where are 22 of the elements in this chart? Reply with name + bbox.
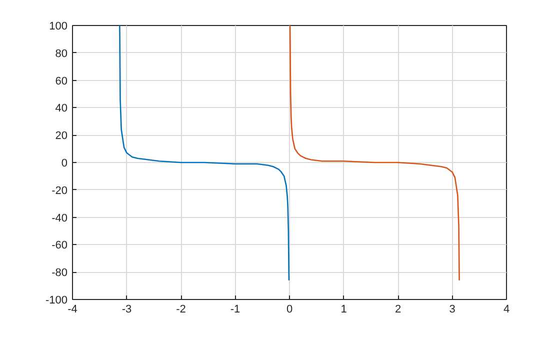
y-tick-label: -60: [52, 240, 68, 252]
x-tick-label: -2: [176, 304, 186, 316]
y-tick-label: -100: [45, 294, 68, 306]
x-tick-label: 2: [394, 304, 402, 316]
line-series: [289, 26, 460, 281]
y-tick-label: 40: [55, 102, 68, 115]
y-tick-label: 0: [61, 158, 68, 170]
y-tick-label: -80: [52, 267, 68, 280]
x-tick-label: -1: [230, 304, 240, 316]
y-tick-label: 20: [55, 130, 68, 142]
y-tick-label: 100: [49, 20, 68, 32]
x-tick-label: -3: [122, 304, 132, 316]
x-tick-label: 3: [449, 304, 456, 316]
x-tick-label: 4: [503, 304, 510, 316]
x-tick-label: 0: [286, 304, 293, 316]
x-tick-label: -4: [68, 304, 78, 316]
y-tick-label: -40: [52, 212, 68, 224]
y-tick-label: 60: [55, 75, 68, 88]
y-tick-label: 80: [55, 48, 68, 60]
y-tick-label: -20: [52, 184, 68, 197]
line-series: [119, 26, 290, 281]
x-tick-label: 1: [340, 304, 347, 316]
